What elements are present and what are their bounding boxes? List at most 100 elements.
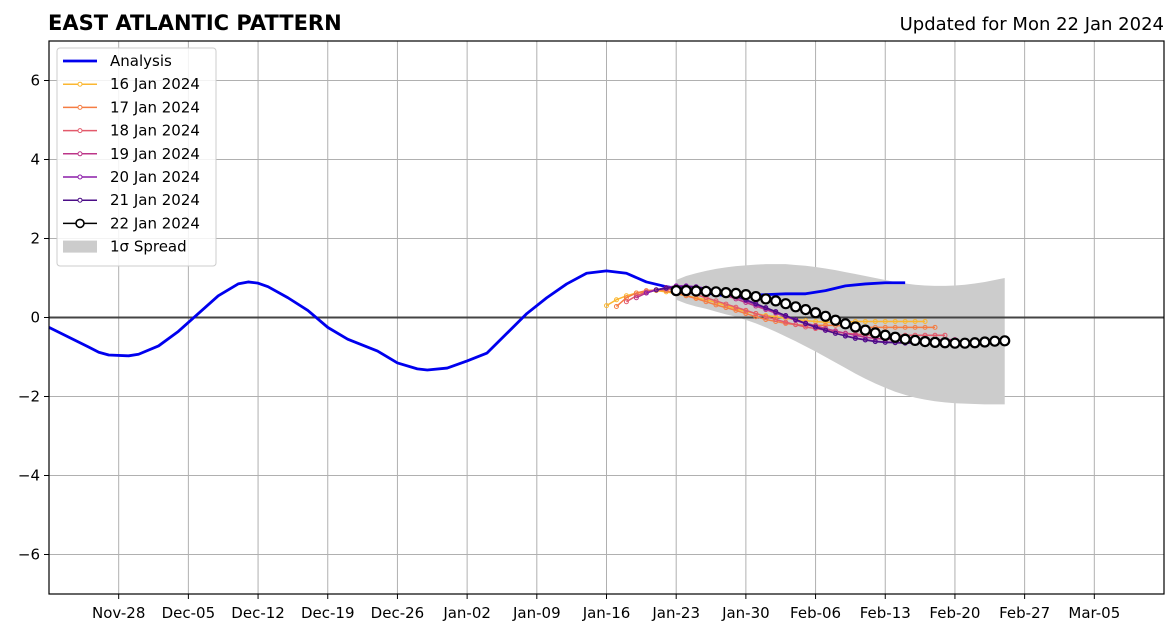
x-tick-label: Feb-27 <box>999 604 1050 622</box>
forecast-21-jan-2024-point <box>823 327 829 333</box>
forecast-17-jan-2024-point <box>743 311 749 317</box>
x-tick-label: Feb-06 <box>790 604 841 622</box>
y-tick-label: 6 <box>30 72 40 90</box>
legend-label-forecast-4: 20 Jan 2024 <box>110 168 200 186</box>
legend-marker-forecast-2 <box>77 128 83 134</box>
y-tick-label: −2 <box>18 388 40 406</box>
forecast-17-jan-2024-point <box>932 324 938 330</box>
legend-marker-forecast-5 <box>77 197 83 203</box>
current-forecast-point <box>959 337 971 349</box>
forecast-16-jan-2024-point <box>922 318 928 324</box>
legend: Analysis 16 Jan 2024 17 Jan 2024 18 Jan 202… <box>56 47 217 267</box>
current-forecast-point <box>929 336 941 348</box>
series-group <box>48 269 1164 372</box>
current-forecast-point <box>909 334 921 347</box>
forecast-21-jan-2024-point <box>813 324 819 330</box>
legend-marker-current <box>75 218 85 229</box>
current-forecast-point <box>829 314 842 326</box>
legend-label-forecast-3: 19 Jan 2024 <box>110 145 200 163</box>
current-forecast-point <box>740 288 752 301</box>
current-forecast-point <box>670 285 682 297</box>
legend-label-forecast-2: 18 Jan 2024 <box>110 122 200 140</box>
x-tick-label: Jan-23 <box>651 604 700 622</box>
forecast-16-jan-2024-point <box>613 297 619 303</box>
current-forecast-point <box>700 285 712 298</box>
forecast-16-jan-2024-point <box>862 318 868 324</box>
forecast-16-jan-2024-point <box>872 318 878 324</box>
forecast-21-jan-2024-point <box>842 333 848 339</box>
y-tick-label: −4 <box>18 467 40 485</box>
forecast-17-jan-2024-point <box>823 322 829 328</box>
current-forecast-point <box>989 335 1001 347</box>
legend-marker-forecast-1 <box>77 104 83 110</box>
x-tick-label: Dec-26 <box>371 604 425 622</box>
current-forecast-point <box>839 318 852 330</box>
current-forecast-point <box>949 337 961 349</box>
forecast-18-jan-2024-point <box>713 298 719 304</box>
forecast-18-jan-2024-point <box>753 311 759 317</box>
current-forecast-point <box>919 335 931 348</box>
chart-subtitle: Updated for Mon 22 Jan 2024 <box>900 14 1164 35</box>
forecast-21-jan-2024-point <box>852 335 858 341</box>
current-forecast-point <box>849 321 861 333</box>
current-forecast-point <box>859 324 871 336</box>
current-forecast-point <box>879 329 891 341</box>
forecast-16-jan-2024-line <box>606 289 926 323</box>
forecast-16-jan-2024-point <box>604 303 609 309</box>
forecast-17-jan-2024-point <box>892 324 898 330</box>
forecast-17-jan-2024-point <box>733 307 739 313</box>
current-forecast-point <box>979 336 991 348</box>
legend-marker-forecast-3 <box>77 151 83 157</box>
current-forecast-point <box>750 290 762 303</box>
forecast-17-jan-2024-point <box>922 324 928 330</box>
current-forecast-point <box>680 285 692 297</box>
forecast-21-jan-2024-point <box>783 313 789 319</box>
x-tick-label: Dec-19 <box>301 604 355 622</box>
forecast-21-jan-2024-point <box>663 285 669 291</box>
legend-label-forecast-0: 16 Jan 2024 <box>110 75 200 93</box>
y-tick-label: 2 <box>30 230 40 248</box>
forecast-21-jan-2024-point <box>872 339 878 345</box>
current-forecast-point <box>710 286 722 298</box>
forecast-18-jan-2024-point <box>773 316 779 322</box>
legend-label-current: 22 Jan 2024 <box>110 214 200 232</box>
forecast-18-jan-2024-point <box>733 304 739 310</box>
current-forecast-point <box>780 298 792 310</box>
x-tick-label: Nov-28 <box>92 604 145 622</box>
forecast-21-jan-2024-point <box>793 316 799 322</box>
x-tick-label: Jan-09 <box>512 604 561 622</box>
x-tick-label: Feb-13 <box>860 604 911 622</box>
x-tick-label: Jan-16 <box>582 604 631 622</box>
x-tick-label: Dec-12 <box>231 604 285 622</box>
forecast-16-jan-2024-point <box>882 318 888 324</box>
x-tick-label: Dec-05 <box>162 604 216 622</box>
forecast-17-jan-2024-point <box>753 314 759 320</box>
current-forecast-point <box>939 337 951 349</box>
y-tick-label: 4 <box>30 151 40 169</box>
forecast-17-jan-2024-point <box>902 324 908 330</box>
legend-marker-forecast-0 <box>77 81 83 87</box>
forecast-21-jan-2024-point <box>763 305 769 311</box>
forecast-18-jan-2024-point <box>633 293 639 299</box>
forecast-21-jan-2024-point <box>653 287 659 293</box>
legend-swatch-spread <box>63 240 97 253</box>
x-tick-label: Jan-30 <box>721 604 770 622</box>
forecast-18-jan-2024-point <box>623 299 629 305</box>
legend-marker-forecast-4 <box>77 174 83 180</box>
forecast-21-jan-2024-point <box>862 337 868 343</box>
y-tick-label: 0 <box>30 309 40 327</box>
legend-box <box>56 47 217 267</box>
forecast-18-jan-2024-point <box>743 307 749 313</box>
x-tick-label: Feb-20 <box>929 604 980 622</box>
y-tick-label: −6 <box>18 546 40 564</box>
current-forecast-point <box>889 331 901 343</box>
current-forecast-point <box>690 285 702 297</box>
current-forecast-point <box>869 327 881 339</box>
legend-label-forecast-5: 21 Jan 2024 <box>110 191 200 209</box>
current-forecast-point <box>790 301 802 313</box>
forecast-17-jan-2024-point <box>613 303 619 309</box>
x-tick-label: Mar-05 <box>1068 604 1120 622</box>
forecast-16-jan-2024-point <box>902 318 908 324</box>
legend-label-spread: 1σ Spread <box>110 238 187 256</box>
